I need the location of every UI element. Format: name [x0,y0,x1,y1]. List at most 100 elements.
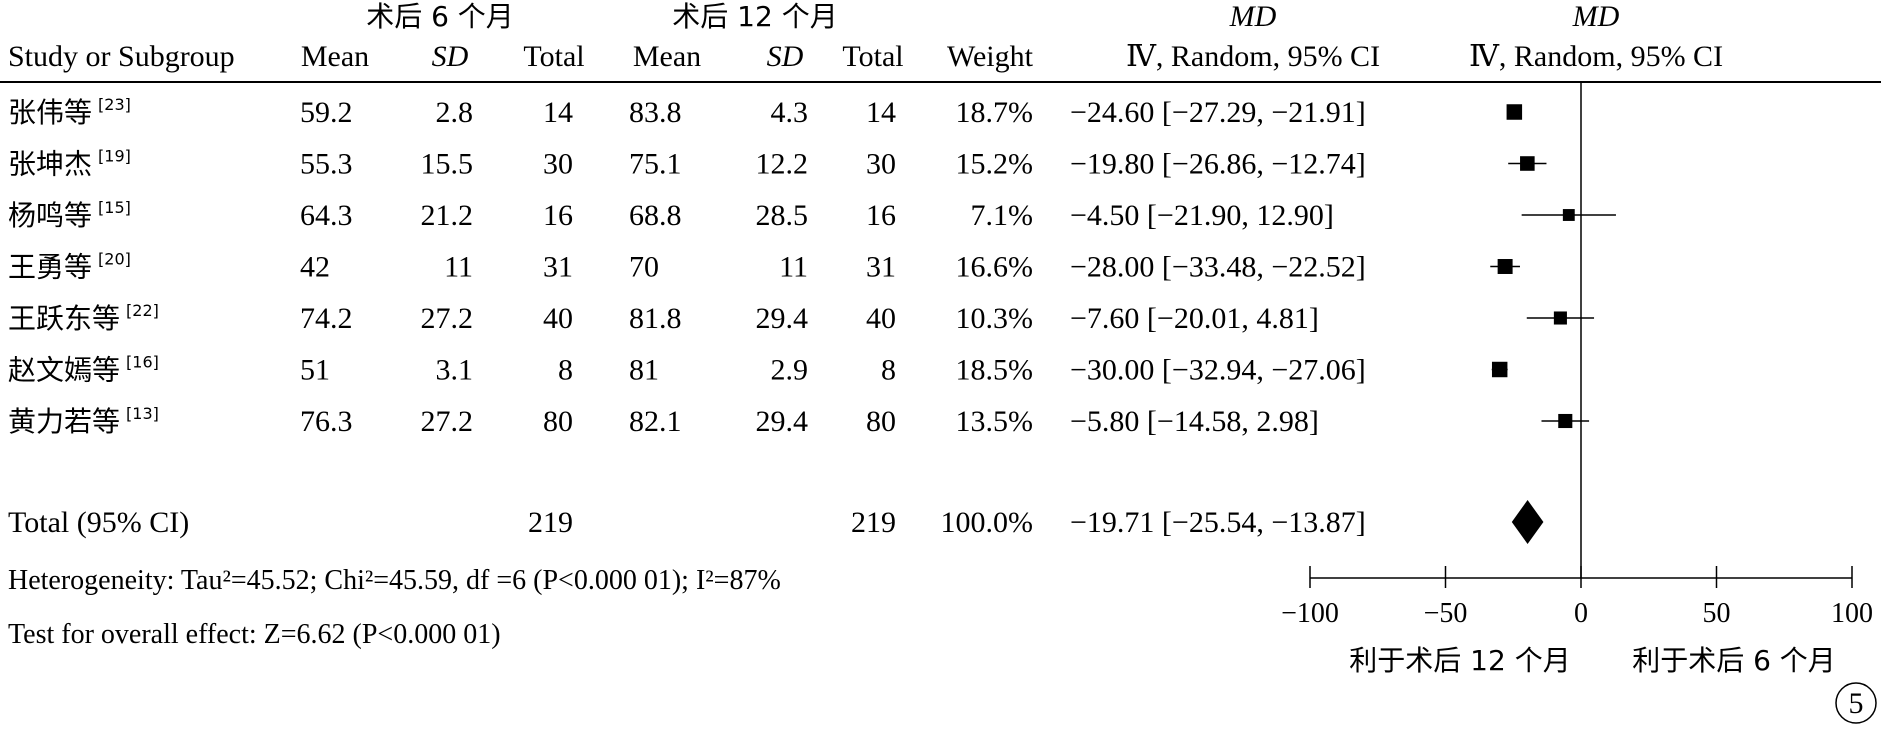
total-label: Total (95% CI) [8,506,189,539]
sd2-cell: 29.4 [756,405,809,438]
favours-left-label: 利于术后 12 个月 [1349,644,1570,677]
study-row: 王勇等 [20] 42 11 31 70 11 31 16.6% −28.00 [−33.48, … [8,250,1366,284]
ci-cell: −24.60 [−27.29, −21.91] [1070,96,1366,129]
ci-cell: −4.50 [−21.90, 12.90] [1070,199,1334,232]
panel-label-circle [1835,682,1877,724]
col-plot-method: Ⅳ, Random, 95% CI [1469,40,1723,73]
sd2-cell: 29.4 [756,302,809,335]
study-ref: [16] [126,353,159,372]
mean2-cell: 82.1 [629,405,682,438]
plot-area: −100 −50 0 50 100 [1281,82,1873,629]
ci-cell: −5.80 [−14.58, 2.98] [1070,405,1319,438]
sd1-cell: 2.8 [436,96,474,129]
sd2-cell: 11 [779,251,808,284]
x-tick-label: −50 [1424,598,1468,629]
sd2-cell: 4.3 [771,96,809,129]
study-ref: [19] [98,147,131,166]
x-tick-label: 0 [1574,598,1588,629]
ci-cell: −19.80 [−26.86, −12.74] [1070,148,1366,181]
sd2-cell: 28.5 [756,199,809,232]
mean2-cell: 75.1 [629,148,682,181]
total1-cell: 8 [558,354,573,387]
total2-cell: 31 [866,251,896,284]
study-name: 张坤杰 [19] [8,147,131,181]
weight-cell: 18.7% [956,96,1034,129]
panel-label: 5 [1849,687,1864,720]
col-mean2: Mean [633,40,701,73]
pooled-diamond [1511,500,1544,544]
weight-cell: 16.6% [956,251,1034,284]
total1-cell: 80 [543,405,573,438]
group2-title: 术后 12 个月 [672,0,837,33]
total-row: Total (95% CI) 219 219 100.0% −19.71 [−2… [8,506,1366,539]
effect-square [1491,361,1508,378]
col-total1: Total [523,40,584,73]
mean1-cell: 64.3 [300,199,353,232]
sd1-cell: 27.2 [421,405,474,438]
favours-right-label: 利于术后 6 个月 [1632,644,1836,677]
total1-cell: 31 [543,251,573,284]
mean2-cell: 81.8 [629,302,682,335]
mean1-cell: 76.3 [300,405,353,438]
total-n2: 219 [851,506,896,539]
sd2-cell: 12.2 [756,148,809,181]
total2-cell: 16 [866,199,896,232]
sd1-cell: 27.2 [421,302,474,335]
study-ref: [23] [98,95,131,114]
effect-square [1506,104,1523,120]
col-effect-method: Ⅳ, Random, 95% CI [1126,40,1380,73]
total2-cell: 80 [866,405,896,438]
study-name-text: 黄力若等 [8,405,120,438]
total2-cell: 8 [881,354,896,387]
total1-cell: 16 [543,199,573,232]
mean2-cell: 70 [629,251,659,284]
mean2-cell: 81 [629,354,659,387]
study-row: 王跃东等 [22] 74.2 27.2 40 81.8 29.4 40 10.3% −7.60 [… [8,301,1319,335]
x-tick-label: −100 [1281,598,1339,629]
study-name: 王勇等 [20] [8,250,131,284]
study-ref: [13] [126,404,159,423]
ci-cell: −28.00 [−33.48, −22.52] [1070,251,1366,284]
ci-cell: −30.00 [−32.94, −27.06] [1070,354,1366,387]
overall-effect-text: Test for overall effect: Z=6.62 (P<0.000… [8,619,501,650]
sd2-cell: 2.9 [771,354,809,387]
weight-cell: 10.3% [956,302,1034,335]
total2-cell: 40 [866,302,896,335]
sd1-cell: 21.2 [421,199,474,232]
study-name: 赵文嫣等 [16] [8,353,159,387]
study-name-text: 杨鸣等 [8,199,92,232]
mean1-cell: 74.2 [300,302,353,335]
total1-cell: 30 [543,148,573,181]
effect-square [1562,209,1575,221]
weight-cell: 18.5% [956,354,1034,387]
study-ref: [15] [98,198,131,217]
study-name-text: 赵文嫣等 [8,354,120,387]
ci-cell: −7.60 [−20.01, 4.81] [1070,302,1319,335]
effect-label: MD [1229,0,1277,33]
mean1-cell: 42 [300,251,330,284]
weight-cell: 15.2% [956,148,1034,181]
study-ref: [20] [98,250,131,269]
sd1-cell: 11 [444,251,473,284]
group1-title: 术后 6 个月 [366,0,514,33]
col-sd1: SD [432,40,469,73]
study-row: 黄力若等 [13] 76.3 27.2 80 82.1 29.4 80 13.5% −5.80 [… [8,404,1319,438]
study-name: 黄力若等 [13] [8,404,159,438]
study-name-text: 王勇等 [8,251,92,284]
effect-square [1520,156,1535,171]
plot-label: MD [1572,0,1620,33]
study-name-text: 张伟等 [8,96,92,129]
total-weight: 100.0% [941,506,1034,539]
x-tick-label: 100 [1831,598,1873,629]
mean1-cell: 59.2 [300,96,353,129]
effect-square [1553,311,1567,325]
effect-square [1497,259,1513,274]
mean2-cell: 68.8 [629,199,682,232]
col-sd2: SD [767,40,804,73]
x-tick-label: 50 [1703,598,1731,629]
total2-cell: 30 [866,148,896,181]
study-row: 张伟等 [23] 59.2 2.8 14 83.8 4.3 14 18.7% −24.60 [−2… [8,95,1366,129]
study-name-text: 王跃东等 [8,302,120,335]
